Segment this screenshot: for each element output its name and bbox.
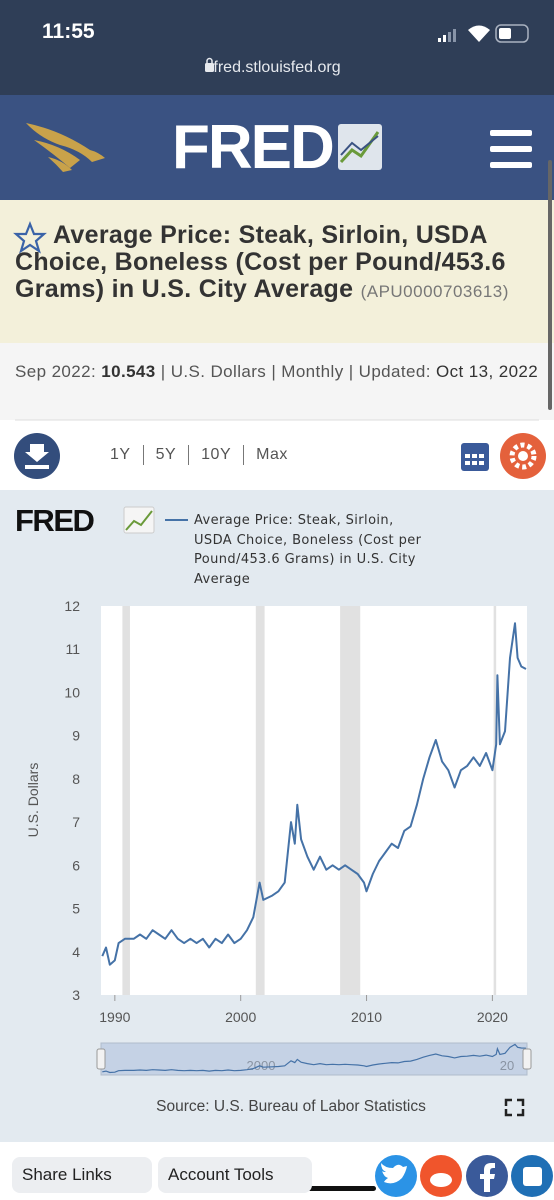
calendar-grid — [465, 454, 484, 465]
navigator-line — [102, 1043, 527, 1074]
legend-entry: Average Price: Steak, Sirloin, USDA Choi… — [194, 513, 422, 587]
chart-source: Source: U.S. Bureau of Labor Statistics — [156, 1098, 426, 1115]
logo-graph-line — [340, 135, 379, 156]
menu-icon[interactable] — [490, 130, 532, 168]
scrollbar — [548, 160, 552, 410]
y-tick-label: 10 — [64, 684, 80, 700]
wifi — [468, 25, 490, 42]
recession-band — [255, 606, 265, 995]
meta-box — [0, 343, 554, 420]
download-tray — [25, 465, 49, 469]
navigator-handle — [96, 1048, 106, 1070]
linkedin-in — [523, 1167, 542, 1186]
plot-area — [101, 606, 527, 995]
status-and-url-bar — [0, 0, 554, 95]
status-time: 11:55 — [42, 20, 95, 43]
site-logo[interactable]: FRED — [172, 113, 335, 182]
range-option[interactable]: Max — [243, 445, 300, 465]
y-tick-label: 12 — [64, 598, 80, 614]
y-tick-label: 5 — [72, 901, 80, 917]
gear — [509, 442, 537, 470]
eagle-logo — [26, 123, 105, 172]
battery-level — [499, 28, 511, 39]
meta-updated: Oct 13, 2022 — [435, 362, 539, 381]
chart-logo-icon — [123, 506, 155, 534]
range-option[interactable]: 10Y — [188, 445, 243, 465]
signal — [438, 29, 456, 42]
recession-band — [122, 606, 130, 995]
title-box — [0, 200, 554, 343]
url[interactable]: fred.stlouisfed.org — [213, 59, 341, 76]
facebook-f — [480, 1163, 495, 1192]
favorite-star[interactable] — [13, 221, 47, 254]
chart: 3 4 5 6 7 8 9 10 11 12 1990 2000 2010 2020 U.S. Dollar… — [25, 519, 532, 1076]
y-tick-label: 4 — [72, 944, 80, 960]
chart-logo: FRED — [15, 503, 95, 538]
navigator-handle — [522, 1048, 532, 1070]
reddit-face — [430, 1173, 452, 1187]
logo-graph-icon — [338, 124, 382, 170]
title-text: Average Price: Steak, Sirloin, USDA Choi… — [15, 221, 506, 303]
x-tick-label: 2020 — [477, 1009, 508, 1025]
gear-hub — [518, 451, 528, 461]
battery — [495, 24, 529, 43]
y-axis-title: U.S. Dollars — [25, 763, 41, 838]
series-id: (APU0000703613) — [360, 282, 509, 301]
y-tick-label: 3 — [72, 987, 80, 1003]
meta-value: 10.543 — [101, 362, 156, 381]
series-meta: Sep 2022: 10.543 | U.S. Dollars | Monthl… — [15, 360, 545, 383]
meta-date: Sep 2022: — [15, 362, 97, 381]
navigator-label: 20 — [500, 1058, 514, 1073]
series-title: Average Price: Steak, Sirloin, USDA Choi… — [15, 222, 540, 305]
lock-shackle — [206, 57, 213, 64]
lock-icon — [205, 63, 214, 72]
x-tick-label: 1990 — [99, 1009, 130, 1025]
account-tools-button[interactable]: Account Tools — [158, 1157, 312, 1193]
x-tick-label: 2010 — [351, 1009, 382, 1025]
twitter-bird — [381, 1163, 407, 1184]
y-tick-label: 8 — [72, 771, 80, 787]
chart-logo-line — [125, 510, 153, 531]
range-option[interactable]: 5Y — [142, 445, 189, 465]
navigator-label: 2000 — [247, 1058, 276, 1073]
y-tick-label: 6 — [72, 857, 80, 873]
site-header — [0, 95, 554, 200]
data-line — [101, 622, 527, 966]
meta-details: | U.S. Dollars | Monthly | Updated: — [160, 362, 431, 381]
download-arrow — [25, 444, 49, 462]
y-tick-label: 9 — [72, 728, 80, 744]
recession-band — [340, 606, 361, 995]
y-tick-label: 7 — [72, 814, 80, 830]
fullscreen-button[interactable] — [504, 1098, 525, 1117]
recession-band — [493, 606, 497, 995]
range-option[interactable]: 1Y — [110, 446, 131, 463]
share-label: Share Links — [22, 1165, 112, 1184]
share-links-button[interactable]: Share Links — [12, 1157, 152, 1193]
x-tick-label: 2000 — [225, 1009, 256, 1025]
account-label: Account Tools — [168, 1165, 274, 1184]
range-selector: 1Y 5Y 10Y Max — [98, 445, 300, 465]
y-tick-label: 11 — [65, 641, 80, 657]
